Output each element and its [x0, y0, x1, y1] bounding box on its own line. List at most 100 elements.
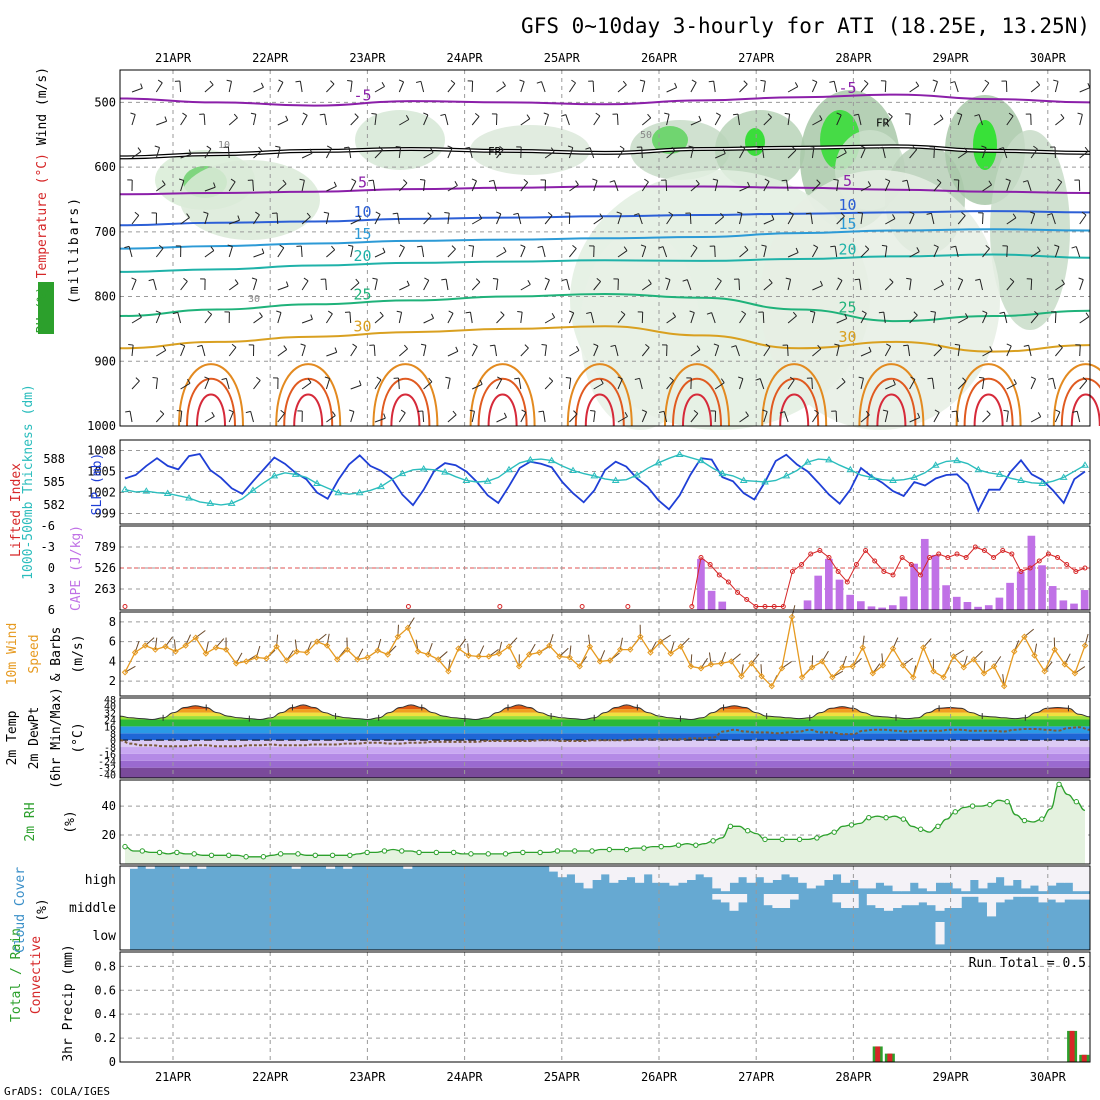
rh-marker [399, 848, 405, 854]
cloud-clear-cell [763, 894, 773, 906]
slp-line [124, 453, 1086, 513]
wind-barb-flag [541, 343, 547, 346]
li-y-label: Lifted Index [9, 463, 24, 557]
wind-barb [714, 345, 720, 357]
wind-barb [666, 214, 674, 225]
wind-barb [909, 379, 916, 390]
wind-speed-marker [1061, 661, 1068, 668]
wind-barb [569, 184, 579, 192]
wind-barb [326, 249, 336, 258]
warm-cell-contour [186, 377, 236, 427]
wind-barb-flag [207, 310, 212, 315]
wind-barb [617, 416, 628, 423]
temp-tick-label: -40 [98, 771, 116, 782]
wind-barb-flag [794, 82, 799, 87]
wind-barb [1006, 383, 1017, 390]
wind-barb [762, 311, 765, 324]
cloud-clear-cell [574, 866, 585, 883]
wind-barb-flag [405, 114, 410, 120]
wind-barb-flag [964, 313, 969, 318]
wind-barb [350, 81, 353, 93]
temp-band [120, 726, 1090, 734]
wind-barb [1054, 311, 1057, 324]
wind-barb [982, 248, 990, 258]
wind-barb-flag [358, 380, 362, 386]
rh-marker [589, 848, 595, 854]
wind-barb [884, 116, 893, 126]
wind-barb [639, 378, 643, 390]
wind-barb-flag [722, 148, 726, 154]
wind-barb [957, 317, 969, 324]
cloud-clear-cell [832, 894, 842, 903]
wind-barb-flag [327, 310, 333, 315]
freezing-level-label: FR [488, 145, 502, 158]
li-tick-label: 0 [48, 561, 55, 575]
wind-speed-marker [323, 642, 331, 649]
rh-blob [973, 120, 997, 170]
wind-speed-marker [637, 633, 644, 640]
wind-barb [811, 247, 819, 258]
cloud-clear-cell [935, 922, 945, 945]
wind-barb-flag [354, 113, 359, 118]
li-marker [936, 551, 942, 557]
wind-barb [374, 149, 384, 159]
wind-barb-flag [285, 115, 289, 121]
wind-speed-marker [788, 613, 796, 621]
temp-band [120, 760, 1090, 768]
wind-barb [374, 114, 377, 126]
wind-barb-flag [916, 247, 920, 252]
wind-barb [518, 378, 522, 390]
wind-barb-flag [472, 343, 478, 347]
date-label-bottom: 22APR [252, 1070, 289, 1084]
wind-barb [1054, 181, 1063, 192]
cloud-clear-cell [961, 894, 971, 897]
wind-barb [810, 213, 813, 225]
thickness-marker [974, 465, 983, 473]
wind-barb-flag [939, 114, 944, 120]
warm-cell-contour [574, 377, 625, 427]
wind-barb-flag [789, 376, 795, 381]
wind-barb-flag [595, 112, 601, 117]
li-marker [1000, 548, 1006, 553]
cloud-clear-cell [635, 866, 645, 883]
temp-tick-label: -24 [98, 757, 116, 768]
wind-barb-flag [713, 343, 719, 347]
wind-barb-flag [881, 244, 887, 247]
wind-barb-flag [843, 148, 847, 153]
wind-barb [253, 150, 263, 159]
wind-barb [201, 345, 206, 357]
wind-barb-flag [226, 79, 232, 82]
wind-barb [228, 411, 234, 423]
wind-barb [203, 113, 206, 126]
rh-marker [641, 845, 647, 851]
wind-barb [860, 83, 869, 93]
wind-speed-marker [940, 674, 947, 681]
wind-barb-flag [1055, 409, 1061, 413]
temp-line [119, 704, 1091, 721]
wind-barb-flag [1054, 244, 1060, 248]
wind-barb-flag [764, 178, 770, 182]
wind-barb-flag [496, 211, 501, 215]
wind-barb-flag [915, 81, 920, 87]
cloud-clear-cell [841, 894, 851, 908]
wind-barb-flag [155, 310, 161, 314]
wind-speed-marker [930, 668, 937, 675]
wind-barb [1030, 84, 1040, 93]
slp-tick-label: 1008 [87, 444, 116, 458]
wind-barb-flag [932, 79, 938, 83]
wind-speed-marker [899, 662, 907, 669]
wind-barb-flag [523, 178, 529, 183]
wind-barb [714, 180, 719, 192]
wind-barb [1076, 411, 1081, 423]
rh-marker [831, 829, 837, 835]
wind-barb-flag [762, 409, 768, 413]
wind-barb [348, 147, 352, 159]
wind-barb [350, 246, 354, 258]
wind-barb [325, 278, 327, 291]
wind-barb-flag [974, 114, 980, 117]
wind-speed-marker [556, 653, 563, 660]
wind-barb [398, 81, 405, 93]
wind-speed-marker [435, 656, 442, 663]
wind-barb [177, 312, 182, 324]
wind-barb [325, 213, 330, 225]
